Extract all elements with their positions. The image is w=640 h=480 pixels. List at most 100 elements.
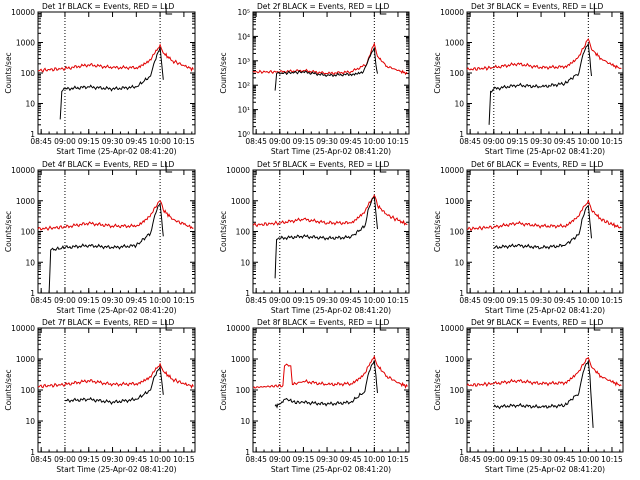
y-tick-label: 10⁴	[237, 32, 250, 41]
x-tick-label: 10:15	[601, 137, 623, 146]
y-tick-label: 1	[30, 130, 35, 139]
plot-frame	[37, 11, 196, 135]
x-tick-label: 09:00	[54, 455, 76, 464]
x-tick-label: 09:00	[54, 137, 76, 146]
x-tick-label: 10:00	[149, 296, 171, 305]
chart-title: Det 8f BLACK = Events, RED = LLD	[257, 318, 390, 327]
subplot-7: Det 7f BLACK = Events, RED = LLD 1 10 100 10…	[4, 318, 196, 474]
x-tick-label: 10:15	[387, 455, 409, 464]
subplot-9: Det 9f BLACK = Events, RED = LLD 1 10 100 10…	[433, 318, 624, 474]
chart-title: Det 5f BLACK = Events, RED = LLD	[257, 160, 390, 169]
y-tick-label: 10	[454, 417, 464, 426]
plot-frame	[252, 327, 410, 453]
x-tick-label: 10:00	[578, 296, 600, 305]
time-marker-bracket	[165, 162, 173, 173]
y-tick-label: 100	[450, 228, 465, 237]
events-series-line	[64, 365, 164, 405]
lld-series-line	[466, 199, 622, 232]
x-tick-label: 10:15	[387, 296, 409, 305]
lld-series-line	[37, 43, 194, 73]
y-tick-label: 10000	[440, 324, 464, 333]
x-tick-label: 10:00	[364, 455, 386, 464]
lld-series-line	[466, 37, 622, 71]
x-tick-label: 09:45	[554, 137, 576, 146]
y-tick-label: 1	[459, 448, 464, 457]
time-marker-bracket	[379, 320, 387, 331]
y-tick-label: 100	[21, 386, 36, 395]
plot-frame	[466, 11, 624, 135]
x-tick-label: 08:45	[459, 455, 481, 464]
y-tick-label: 100	[236, 228, 251, 237]
y-tick-label: 1	[459, 289, 464, 298]
time-marker-bracket	[593, 162, 601, 173]
time-marker-bracket	[379, 4, 387, 15]
x-tick-label: 09:30	[530, 137, 552, 146]
chart-title: Det 7f BLACK = Events, RED = LLD	[42, 318, 175, 327]
x-tick-label: 09:30	[102, 137, 124, 146]
subplot-4: Det 4f BLACK = Events, RED = LLD 1 10 100 10…	[4, 160, 196, 315]
events-series-line	[48, 202, 164, 294]
y-axis-label: Counts/sec	[4, 211, 13, 252]
y-tick-label: 10000	[440, 8, 464, 17]
x-tick-label: 09:30	[102, 455, 124, 464]
x-tick-label: 10:00	[149, 137, 171, 146]
y-axis-label: Counts/sec	[219, 52, 228, 93]
x-axis-label: Start Time (25-Apr-02 08:41:20)	[485, 147, 605, 156]
x-tick-label: 09:45	[554, 455, 576, 464]
subplot-5: Det 5f BLACK = Events, RED = LLD 1 10 100 10…	[219, 160, 410, 315]
y-axis-label: Counts/sec	[433, 52, 442, 93]
x-tick-label: 10:15	[173, 455, 195, 464]
y-axis-label: Counts/sec	[433, 211, 442, 252]
x-tick-label: 09:00	[269, 455, 291, 464]
plot-frame	[37, 327, 196, 453]
x-tick-label: 10:00	[149, 455, 171, 464]
subplot-1: Det 1f BLACK = Events, RED = LLD 1 10 100 10…	[4, 2, 196, 156]
y-tick-label: 10	[25, 417, 35, 426]
time-marker-bracket	[165, 320, 173, 331]
y-tick-label: 10	[454, 258, 464, 267]
y-axis-label: Counts/sec	[4, 369, 13, 410]
x-axis-label: Start Time (25-Apr-02 08:41:20)	[271, 147, 391, 156]
x-tick-label: 08:45	[245, 455, 267, 464]
x-axis-label: Start Time (25-Apr-02 08:41:20)	[271, 306, 391, 315]
events-series-line	[274, 360, 378, 409]
y-tick-label: 10²	[237, 81, 250, 90]
chart-title: Det 1f BLACK = Events, RED = LLD	[42, 2, 175, 11]
x-tick-label: 10:15	[601, 455, 623, 464]
x-tick-label: 08:45	[245, 296, 267, 305]
x-tick-label: 09:45	[340, 137, 362, 146]
x-tick-label: 09:45	[126, 455, 148, 464]
y-tick-label: 1000	[445, 355, 464, 364]
x-axis-label: Start Time (25-Apr-02 08:41:20)	[56, 306, 176, 315]
x-tick-label: 09:15	[293, 137, 315, 146]
y-tick-label: 10000	[11, 166, 35, 175]
x-tick-label: 09:15	[293, 455, 315, 464]
y-tick-label: 10	[25, 258, 35, 267]
x-tick-label: 10:00	[578, 137, 600, 146]
x-tick-label: 09:00	[269, 296, 291, 305]
y-axis-label: Counts/sec	[219, 211, 228, 252]
x-tick-label: 08:45	[30, 455, 52, 464]
lld-series-line	[252, 355, 408, 389]
x-tick-label: 09:15	[507, 296, 529, 305]
x-tick-label: 10:15	[387, 137, 409, 146]
plot-frame	[37, 169, 196, 294]
subplot-3: Det 3f BLACK = Events, RED = LLD 1 10 100 10…	[433, 2, 624, 156]
events-series-line	[274, 196, 378, 279]
subplot-6: Det 6f BLACK = Events, RED = LLD 1 10 100 10…	[433, 160, 624, 315]
x-tick-label: 08:45	[245, 137, 267, 146]
chart-title: Det 4f BLACK = Events, RED = LLD	[42, 160, 175, 169]
x-axis-label: Start Time (25-Apr-02 08:41:20)	[56, 147, 176, 156]
chart-title: Det 6f BLACK = Events, RED = LLD	[471, 160, 604, 169]
x-tick-label: 09:45	[554, 296, 576, 305]
time-marker-bracket	[165, 4, 173, 15]
x-tick-label: 09:30	[316, 296, 338, 305]
x-tick-label: 09:45	[126, 296, 148, 305]
x-tick-label: 09:00	[483, 137, 505, 146]
y-tick-label: 10000	[440, 166, 464, 175]
y-tick-label: 100	[236, 386, 251, 395]
lld-series-line	[37, 362, 194, 389]
chart-title: Det 2f BLACK = Events, RED = LLD	[257, 2, 390, 11]
y-tick-label: 1	[245, 289, 250, 298]
